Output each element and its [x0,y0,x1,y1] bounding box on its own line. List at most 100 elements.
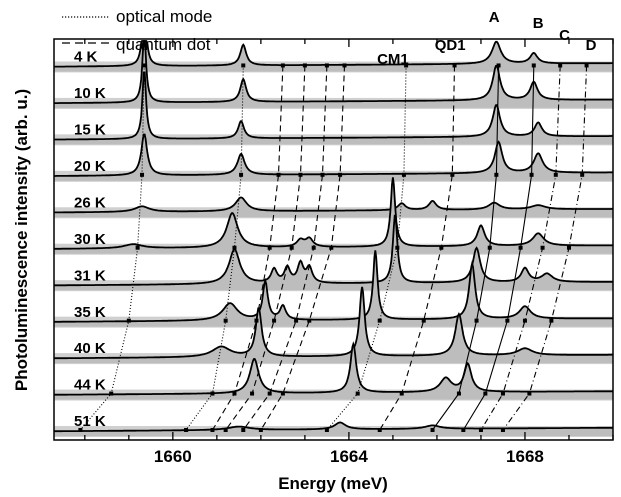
guide-a-marker-5 [430,428,435,432]
spectrum-line-2 [54,71,613,141]
spectrum-fill-0 [54,41,613,72]
guide-qd-b-marker-1 [298,172,303,177]
guide-cm1-marker-5 [324,428,329,432]
x-axis-label: Energy (meV) [278,474,388,493]
guide-qd-d-marker-1 [338,172,343,177]
guide-d-marker-2 [566,245,571,250]
guide-qd-a-marker-4 [232,391,237,396]
guide-qd-c-marker-4 [267,391,272,396]
peak-labels: CM1 QD1 A BCD [377,9,596,68]
guide-qd-b-marker-2 [289,245,294,250]
spectrum-fill-10 [54,422,613,436]
guide-qd-b-marker-4 [250,391,255,396]
spectrum-fill-5 [54,177,613,254]
guide-qd-b [225,65,306,431]
guide-qd-c-marker-5 [241,428,246,432]
temperature-label-4: 26 K [74,194,106,211]
guide-optical-2 [185,65,244,431]
temperature-label-2: 15 K [74,122,106,139]
legend-label-quantum-dot: quantum dot [116,35,211,54]
guide-b [462,65,535,431]
guide-qd-c-marker-2 [311,245,316,250]
guide-c-marker-4 [500,391,505,396]
guide-qd-a-marker-3 [254,318,259,323]
legend-label-optical-mode: optical mode [116,7,212,26]
guide-b-marker-4 [483,391,488,396]
guide-d-marker-1 [580,172,585,177]
spectrum-line-0 [54,40,613,68]
spectrum-line-6 [54,214,613,287]
peak-label-c: C [559,27,570,44]
peak-label-a: A [489,9,500,26]
guide-c [480,65,561,431]
spectrum-line-5 [54,177,614,250]
guide-cm1-marker-3 [377,318,382,323]
plot-frame [53,38,614,441]
peak-guide-lines [78,63,589,432]
temperature-label-3: 20 K [74,158,106,175]
guide-qd1-marker-4 [399,391,404,396]
y-axis-label: Photoluminescence intensity (arb. u.) [12,89,31,391]
guide-c-marker-0 [558,63,563,68]
guide-cm1-marker-1 [401,172,406,177]
spectrum-line-9 [54,341,614,396]
legend: optical mode quantum dot [62,7,212,54]
guide-optical-1-marker-5 [78,428,83,432]
guide-b-marker-3 [505,318,510,323]
guide-c-marker-3 [522,318,527,323]
guide-a-marker-3 [474,318,479,323]
temperature-label-8: 40 K [74,340,106,357]
guide-qd-d-marker-4 [280,391,285,396]
axis-ticks: 1660 1664 1668 [84,39,614,466]
guide-qd1-marker-0 [452,63,457,68]
guide-optical-2-marker-3 [223,318,228,323]
guide-a [432,65,500,431]
guide-qd1-marker-3 [421,318,426,323]
guide-a-marker-1 [494,172,499,177]
guide-cm1-marker-4 [355,391,360,396]
guide-qd-a-marker-1 [276,172,281,177]
guide-qd-c-marker-1 [320,172,325,177]
peak-label-b: B [533,15,544,32]
guide-qd-c-marker-0 [324,63,329,68]
spectrum-fill-4 [54,197,613,218]
guide-qd-d-marker-0 [342,63,347,68]
guide-qd-b-marker-5 [223,428,228,432]
guide-optical-1-marker-0 [142,63,147,68]
spectrum-fill-9 [54,344,613,400]
temperature-label-6: 31 K [74,267,106,284]
guide-optical-2-marker-0 [241,63,246,68]
guide-d [502,65,588,431]
spectrum-line-10 [54,421,614,433]
spectrum-line-4 [54,196,613,214]
peak-label-d: D [586,37,597,54]
guide-c-marker-2 [540,245,545,250]
guide-qd-a-marker-5 [210,428,215,432]
guide-cm1-marker-0 [404,63,409,68]
spectrum-line-7 [54,250,613,323]
guide-qd-d-marker-5 [258,428,263,432]
guide-b-marker-2 [518,245,523,250]
guide-d-marker-0 [584,63,589,68]
guide-qd-a-marker-2 [267,245,272,250]
temperature-label-9: 44 K [74,377,106,394]
guide-qd-b-marker-0 [302,63,307,68]
guide-qd1-marker-5 [377,428,382,432]
guide-optical-1 [79,65,145,431]
guide-qd1-marker-2 [439,245,444,250]
x-tick-label-1664: 1664 [330,447,368,466]
x-tick-label-1668: 1668 [506,447,544,466]
peak-label-qd1: QD1 [435,37,466,54]
guide-qd1-marker-1 [450,172,455,177]
temperature-label-1: 10 K [74,85,106,102]
guide-c-marker-1 [553,172,558,177]
spectrum-line-8 [54,286,613,360]
x-tick-label-1660: 1660 [154,447,192,466]
temperature-label-10: 51 K [74,413,106,430]
spectrum-fill-1 [54,41,613,108]
spectrum-fill-2 [54,72,613,145]
guide-qd-d [260,65,346,431]
guide-cm1-marker-2 [395,245,400,250]
guide-qd-c [242,65,328,431]
